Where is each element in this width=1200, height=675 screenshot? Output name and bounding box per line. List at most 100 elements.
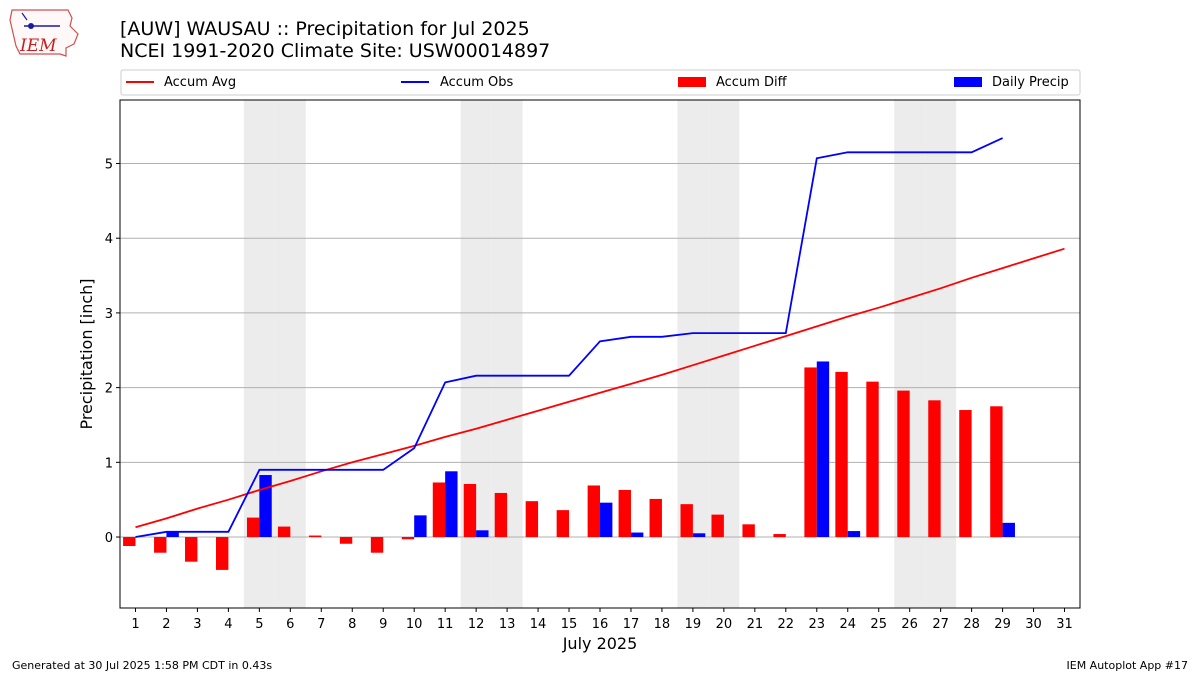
daily-precip-bar-day-12 (476, 530, 489, 538)
accum-diff-bar-day-13 (494, 492, 508, 538)
daily-precip-bar-day-17 (630, 532, 644, 538)
x-tick-label: 15 (561, 617, 578, 632)
x-tick-label: 14 (530, 617, 547, 632)
x-tick-label: 27 (932, 617, 949, 632)
accum-diff-bar-day-15 (556, 510, 570, 538)
lines (135, 137, 1065, 538)
daily-precip-bar-day-10 (414, 515, 427, 538)
x-tick-label: 3 (193, 617, 201, 632)
accum-diff-bar-day-26 (897, 390, 910, 538)
accum-diff-bar-day-4 (216, 537, 229, 570)
x-axis: 1 2 3 4 5 6 7 8 9 10 11 12 13 14 15 16 17 18 19 20 21 22 23 24 2… (131, 608, 1073, 632)
chart-title: [AUW] WAUSAU :: Precipitation for Jul 20… (120, 18, 530, 40)
y-tick-label: 0 (105, 531, 113, 546)
x-tick-label: 4 (224, 617, 232, 632)
daily-precip-bar-day-29 (1002, 522, 1015, 538)
legend-frame (120, 69, 1081, 96)
x-tick-label: 2 (162, 617, 170, 632)
x-tick-label: 9 (379, 617, 387, 632)
bars (123, 361, 1015, 570)
x-tick-label: 26 (901, 617, 918, 632)
generated-timestamp: Generated at 30 Jul 2025 1:58 PM CDT in … (12, 659, 272, 672)
y-tick-label: 4 (105, 232, 113, 247)
legend-accum-diff-swatch (678, 77, 706, 87)
x-tick-label: 24 (839, 617, 856, 632)
accum-diff-bar-day-3 (185, 537, 198, 562)
accum-diff-bar-day-6 (277, 526, 291, 538)
chart-subtitle: NCEI 1991-2020 Climate Site: USW00014897 (120, 40, 550, 62)
legend-accum-diff-label: Accum Diff (716, 75, 788, 90)
legend-accum-avg-label: Accum Avg (164, 75, 236, 90)
x-tick-label: 13 (499, 617, 516, 632)
accum-diff-bar-day-10 (401, 537, 415, 540)
accum-diff-bar-day-27 (928, 400, 941, 538)
x-tick-label: 22 (778, 617, 795, 632)
x-tick-label: 5 (255, 617, 263, 632)
accum-diff-bar-day-5 (246, 517, 260, 538)
app-credit: IEM Autoplot App #17 (1067, 659, 1189, 672)
accum-diff-bar-day-2 (154, 537, 167, 553)
y-axis-label: Precipitation [inch] (77, 278, 96, 429)
x-tick-label: 23 (809, 617, 826, 632)
accum-diff-bar-day-1 (123, 537, 136, 546)
accum-diff-bar-day-11 (432, 482, 446, 538)
x-tick-label: 18 (654, 617, 671, 632)
accum-diff-bar-day-14 (525, 501, 539, 538)
daily-precip-bar-day-19 (692, 533, 706, 538)
daily-precip-bar-day-5 (259, 475, 272, 538)
y-tick-label: 1 (105, 456, 113, 471)
x-tick-label: 11 (437, 617, 454, 632)
x-tick-label: 10 (406, 617, 423, 632)
accum-diff-bar-day-25 (866, 381, 879, 538)
accum-diff-bar-day-19 (680, 504, 693, 538)
accum-diff-bar-day-12 (463, 483, 477, 538)
accum-diff-bar-day-24 (835, 371, 848, 538)
daily-precip-bar-day-24 (847, 531, 861, 538)
accum-diff-bar-day-18 (649, 498, 662, 538)
accum-avg-line (135, 247, 1065, 529)
x-tick-label: 8 (348, 617, 356, 632)
x-tick-label: 1 (131, 617, 139, 632)
legend: Accum Avg Accum Obs Accum Diff Daily Pre… (120, 69, 1081, 96)
x-tick-label: 25 (870, 617, 887, 632)
x-tick-label: 31 (1056, 617, 1073, 632)
x-tick-label: 28 (963, 617, 980, 632)
y-tick-label: 3 (105, 307, 113, 322)
daily-precip-bar-day-2 (166, 531, 179, 538)
iowa-map-outline-icon (9, 9, 79, 57)
legend-daily-precip-label: Daily Precip (992, 75, 1069, 90)
y-tick-label: 5 (105, 158, 113, 173)
x-tick-label: 29 (994, 617, 1011, 632)
x-tick-label: 20 (716, 617, 733, 632)
accum-obs-line (135, 137, 1003, 538)
accum-diff-bar-day-8 (339, 537, 353, 544)
accum-diff-bar-day-17 (618, 489, 631, 538)
logo-text: IEM (19, 36, 57, 56)
y-tick-label: 2 (105, 382, 113, 397)
x-tick-label: 30 (1025, 617, 1042, 632)
weekend-band-day-6 (274, 100, 306, 608)
daily-precip-bar-day-16 (600, 502, 613, 538)
accum-diff-bar-day-20 (711, 514, 724, 538)
x-axis-label: July 2025 (562, 634, 638, 653)
x-tick-label: 16 (592, 617, 609, 632)
x-tick-label: 19 (685, 617, 702, 632)
accum-diff-bar-day-21 (742, 524, 755, 538)
x-tick-label: 7 (317, 617, 325, 632)
accum-diff-bar-day-16 (587, 485, 600, 538)
legend-daily-precip-swatch (954, 77, 982, 87)
daily-precip-bar-day-11 (445, 471, 458, 538)
iem-logo: IEM (9, 9, 79, 57)
accum-diff-bar-day-22 (773, 534, 786, 538)
accum-diff-bar-day-7 (308, 535, 322, 538)
x-tick-label: 12 (468, 617, 485, 632)
accum-diff-bar-day-9 (370, 537, 384, 553)
accum-diff-bar-day-23 (804, 367, 817, 538)
x-tick-label: 17 (623, 617, 640, 632)
accum-diff-bar-day-28 (959, 410, 972, 538)
y-axis: 0 1 2 3 4 5 (105, 158, 120, 546)
accum-diff-bar-day-29 (990, 406, 1003, 538)
x-tick-label: 6 (286, 617, 294, 632)
daily-precip-bar-day-23 (816, 361, 830, 538)
